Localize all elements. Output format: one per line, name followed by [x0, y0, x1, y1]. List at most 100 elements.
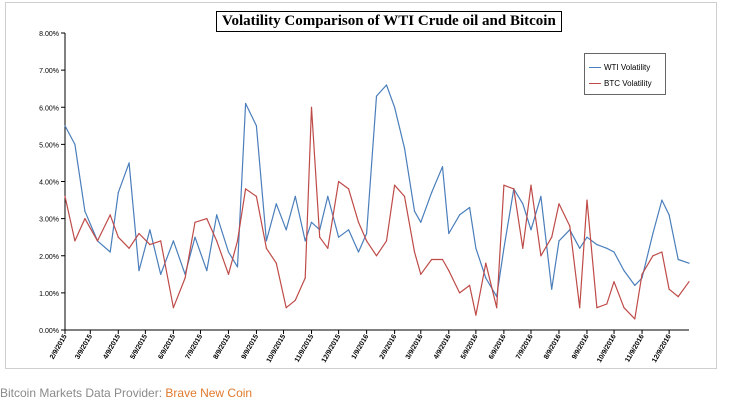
- x-tick-label: 12/9/2015: [321, 333, 343, 364]
- data-point-btc: [255, 195, 257, 197]
- data-point-wti: [540, 195, 542, 197]
- data-point-wti: [206, 270, 208, 272]
- data-point-wti: [459, 214, 461, 216]
- data-point-wti: [236, 266, 239, 268]
- data-point-btc: [448, 270, 450, 272]
- legend-item-wti: WTI Volatility: [589, 62, 650, 72]
- data-point-wti: [227, 251, 230, 253]
- data-point-wti: [403, 147, 406, 149]
- data-point-wti: [172, 240, 174, 242]
- data-point-wti: [357, 251, 360, 253]
- data-point-btc: [160, 240, 162, 242]
- data-point-btc: [310, 106, 313, 108]
- data-point-btc: [184, 277, 186, 279]
- data-point-wti: [375, 95, 378, 97]
- data-point-wti: [677, 258, 679, 261]
- x-tick-label: 2/9/2015: [49, 333, 69, 360]
- data-point-btc: [138, 232, 140, 235]
- data-point-btc: [596, 307, 598, 309]
- data-point-wti: [579, 247, 581, 249]
- data-point-wti: [668, 214, 670, 216]
- data-point-btc: [275, 262, 277, 264]
- y-tick-label: 6.00%: [39, 105, 59, 112]
- series-line-wti: [64, 84, 690, 298]
- data-point-btc: [319, 236, 321, 238]
- data-point-btc: [513, 188, 515, 190]
- data-point-wti: [275, 203, 277, 205]
- data-point-wti: [469, 206, 471, 209]
- data-point-wti: [304, 240, 306, 242]
- data-point-wti: [255, 125, 257, 127]
- data-point-btc: [227, 273, 230, 275]
- data-point-wti: [503, 247, 505, 249]
- data-point-btc: [558, 203, 560, 205]
- x-tick-label: 5/9/2015: [129, 333, 149, 360]
- x-tick-label: 6/9/2015: [157, 333, 177, 360]
- data-point-btc: [194, 221, 196, 223]
- data-point-wti: [431, 192, 433, 194]
- x-tick-label: 4/9/2016: [433, 333, 453, 360]
- x-tick-label: 8/9/2015: [212, 333, 232, 360]
- data-point-btc: [475, 314, 477, 316]
- data-point-btc: [413, 251, 416, 253]
- x-tick-label: 10/9/2016: [596, 333, 618, 364]
- legend-item-btc: BTC Volatility: [589, 78, 652, 88]
- data-point-btc: [579, 307, 581, 309]
- data-point-wti: [413, 210, 416, 212]
- data-point-wti: [606, 247, 608, 249]
- data-point-wti: [613, 251, 615, 253]
- data-point-wti: [485, 277, 487, 279]
- data-point-btc: [109, 214, 111, 216]
- y-tick-label: 1.00%: [39, 291, 59, 298]
- data-point-wti: [64, 125, 66, 127]
- x-tick-label: 9/9/2016: [571, 333, 591, 360]
- data-point-btc: [294, 299, 296, 301]
- data-point-btc: [540, 255, 542, 257]
- data-point-btc: [522, 247, 524, 249]
- x-tick-label: 11/9/2016: [624, 333, 645, 363]
- data-point-wti: [530, 229, 532, 231]
- data-point-btc: [366, 240, 368, 242]
- footer-label: Bitcoin Markets Data Provider:: [0, 386, 163, 400]
- data-point-btc: [128, 247, 130, 249]
- y-tick-label: 2.00%: [39, 254, 59, 261]
- x-tick-label: 4/9/2015: [102, 333, 122, 360]
- data-point-btc: [551, 236, 553, 238]
- data-point-wti: [596, 244, 598, 246]
- data-point-btc: [668, 288, 670, 290]
- data-point-btc: [634, 318, 636, 320]
- data-point-btc: [74, 240, 76, 242]
- data-point-btc: [459, 292, 461, 294]
- data-point-btc: [206, 218, 208, 220]
- data-point-btc: [265, 247, 267, 249]
- data-point-btc: [84, 218, 86, 220]
- data-point-btc: [327, 247, 329, 249]
- data-point-btc: [503, 184, 505, 186]
- data-point-btc: [96, 240, 99, 242]
- legend-swatch-btc: [589, 82, 601, 84]
- data-point-btc: [496, 307, 498, 309]
- data-point-btc: [485, 262, 487, 264]
- data-point-btc: [338, 180, 340, 183]
- data-point-btc: [64, 195, 66, 197]
- legend-label-wti: WTI Volatility: [604, 62, 651, 72]
- data-point-wti: [420, 221, 422, 223]
- data-provider-link[interactable]: Brave New Coin: [165, 386, 253, 400]
- data-point-btc: [677, 296, 679, 298]
- data-point-btc: [431, 258, 433, 261]
- legend-label-btc: BTC Volatility: [604, 78, 652, 88]
- x-tick-label: 7/9/2016: [515, 333, 535, 360]
- data-point-btc: [441, 258, 444, 261]
- data-point-wti: [84, 210, 86, 212]
- data-point-btc: [285, 307, 287, 309]
- data-point-wti: [551, 288, 553, 290]
- chart-frame: 0.00% 1.00% 2.00% 3.00% 4.00% 5.00% 6.00% 7.00%…: [5, 2, 717, 369]
- data-point-wti: [74, 143, 76, 145]
- data-point-wti: [448, 232, 450, 235]
- chart-legend: WTI Volatility BTC Volatility: [584, 53, 666, 95]
- data-point-btc: [375, 255, 378, 257]
- data-point-btc: [236, 240, 239, 242]
- data-point-wti: [661, 199, 663, 201]
- data-point-wti: [294, 195, 296, 197]
- data-point-btc: [304, 277, 306, 279]
